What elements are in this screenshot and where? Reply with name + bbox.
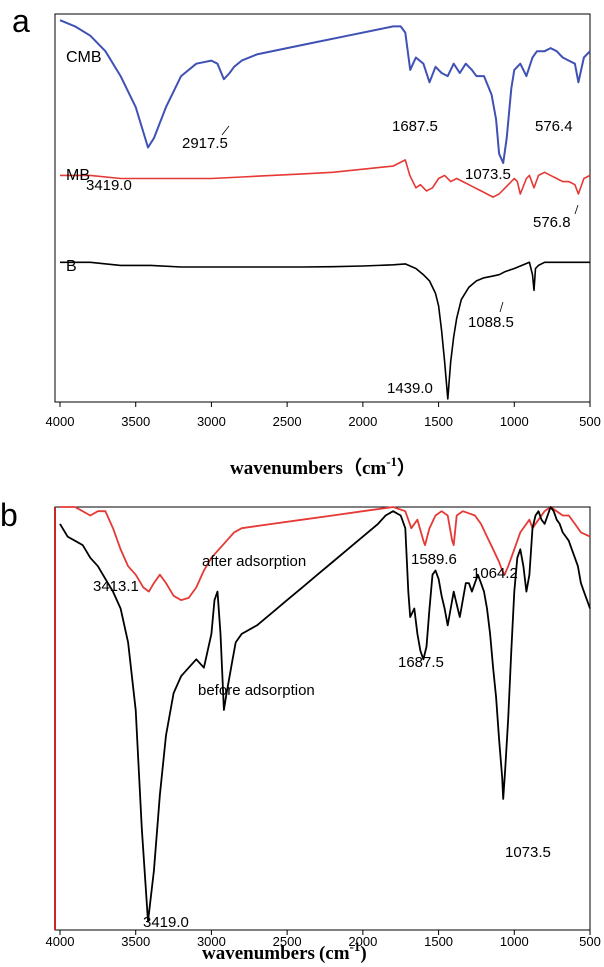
b-tick-label-500: 500 [579,934,601,949]
a-annotation-3419: 3419.0 [86,177,132,194]
a-leader-2917 [221,125,230,136]
a-tick-label-1500: 1500 [424,414,453,429]
panel-b-label: b [0,497,18,533]
b-tick-label-3000: 3000 [197,934,226,949]
panel-a-label: a [12,3,30,39]
a-tick-label-4000: 4000 [46,414,75,429]
panel-a-x-axis-label: wavenumbers（cm-1） [230,454,416,479]
b-tick-label-1500: 1500 [424,934,453,949]
series-line-before-adsorption [59,506,591,923]
series-label-cmb: CMB [66,49,102,66]
series-label-mb: MB [66,167,90,184]
panel-a-x-tick-labels: 4000 3500 3000 2500 2000 1500 1000 500 [46,414,601,429]
panel-a-frame [54,13,591,403]
a-leader-1088 [499,301,504,313]
a-annotation-576-4: 576.4 [535,118,573,135]
a-tick-label-3000: 3000 [197,414,226,429]
a-annotation-1073: 1073.5 [465,166,511,183]
panel-a: a 4000 3500 3000 2500 2000 1500 1000 500… [12,3,601,479]
b-annotation-1064: 1064.2 [472,565,518,582]
series-line-mb [60,159,591,198]
b-tick-label-2500: 2500 [273,934,302,949]
b-annotation-1589: 1589.6 [411,551,457,568]
b-tick-label-4000: 4000 [46,934,75,949]
panel-a-series [59,19,591,400]
b-tick-label-3500: 3500 [121,934,150,949]
panel-b: b 4000 3500 3000 2500 2000 1500 1000 500… [0,497,601,964]
b-tick-label-1000: 1000 [500,934,529,949]
panel-a-x-ticks [59,402,591,407]
b-annotation-after-adsorption: after adsorption [202,553,306,570]
a-tick-label-3500: 3500 [121,414,150,429]
b-annotation-before-adsorption: before adsorption [198,682,315,699]
panel-b-x-ticks [59,930,591,935]
panel-b-series [59,506,591,923]
a-annotation-1439: 1439.0 [387,380,433,397]
b-tick-label-2000: 2000 [348,934,377,949]
series-line-after-adsorption [60,506,591,601]
b-annotation-3419: 3419.0 [143,914,189,931]
series-line-cmb [59,19,591,164]
a-annotation-1687: 1687.5 [392,118,438,135]
b-annotation-3413: 3413.1 [93,578,139,595]
a-annotation-2917: 2917.5 [182,135,228,152]
a-annotation-576-8: 576.8 [533,214,571,231]
a-tick-label-2000: 2000 [348,414,377,429]
a-tick-label-1000: 1000 [500,414,529,429]
a-tick-label-500: 500 [579,414,601,429]
a-annotation-1088: 1088.5 [468,314,514,331]
series-line-b [60,261,590,400]
b-annotation-1687: 1687.5 [398,654,444,671]
a-leader-576-8 [574,204,579,215]
panel-b-x-tick-labels: 4000 3500 3000 2500 2000 1500 1000 500 [46,934,601,949]
b-annotation-1073: 1073.5 [505,844,551,861]
series-label-b: B [66,258,77,275]
a-tick-label-2500: 2500 [273,414,302,429]
panel-b-x-axis-label: wavenumbers (cm-1) [202,939,367,964]
